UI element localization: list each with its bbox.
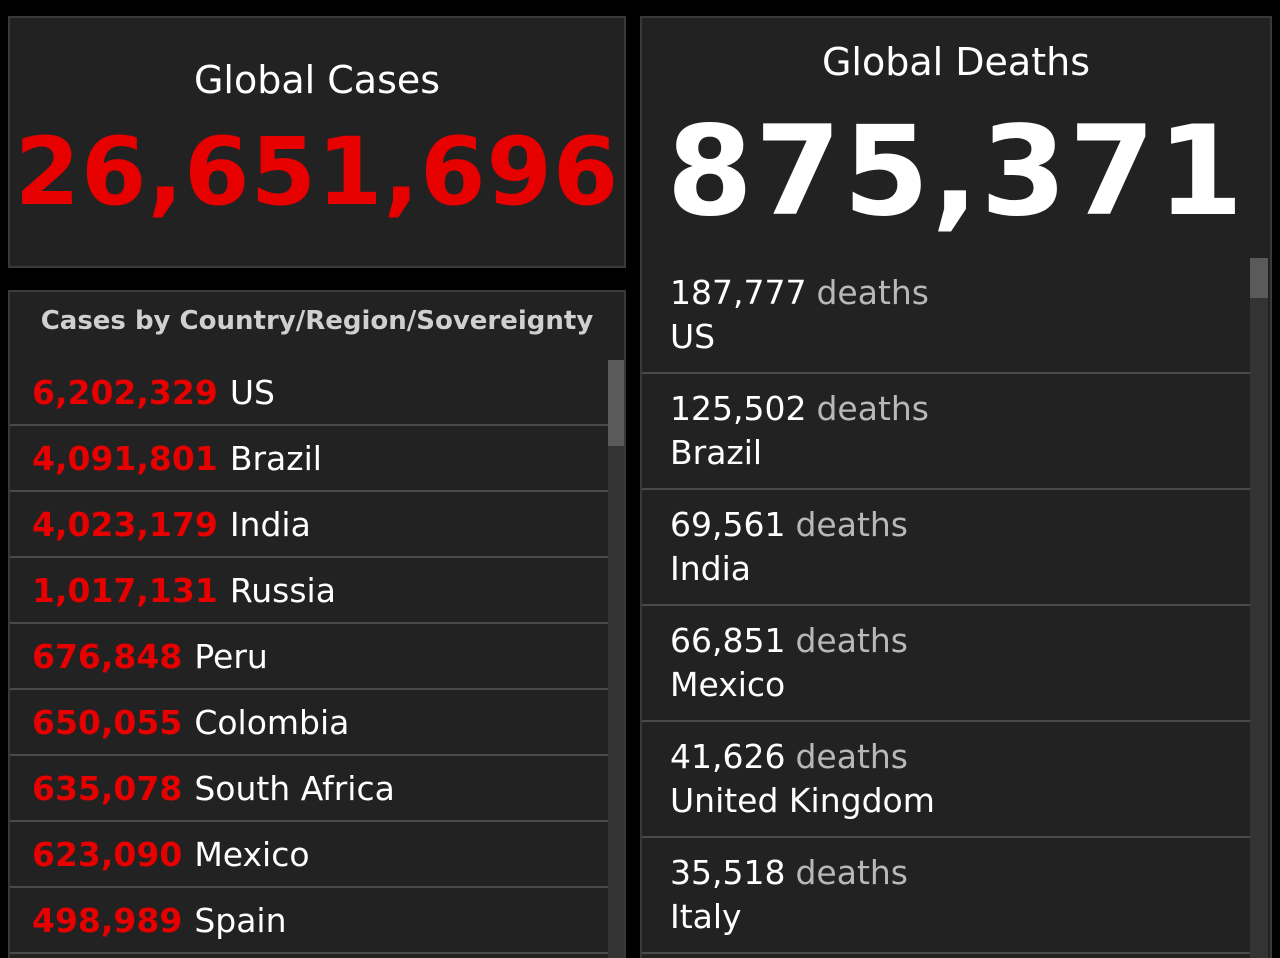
cases-scrollbar-thumb[interactable] [608, 360, 624, 446]
case-count: 6,202,329 [32, 372, 218, 412]
list-item[interactable]: 4,023,179 India [10, 492, 608, 558]
deaths-list[interactable]: 187,777 deaths US 125,502 deaths Brazil 69… [642, 258, 1250, 954]
list-item[interactable]: 69,561 deaths India [642, 490, 1250, 606]
death-count: 125,502 [670, 389, 807, 428]
global-cases-value: 26,651,696 [14, 118, 620, 227]
country-name: Spain [194, 900, 287, 940]
country-name: Brazil [229, 438, 322, 478]
global-cases-panel: Global Cases 26,651,696 [8, 16, 626, 268]
list-item[interactable]: 498,989 Spain [10, 888, 608, 954]
deaths-unit-label: deaths [795, 505, 908, 544]
deaths-unit-label: deaths [816, 389, 929, 428]
case-count: 635,078 [32, 768, 183, 808]
country-name: Peru [194, 636, 268, 676]
case-count: 676,848 [32, 636, 183, 676]
cases-scrollbar-track[interactable] [608, 360, 624, 958]
country-name: US [670, 317, 716, 356]
country-name: Colombia [194, 702, 350, 742]
country-name: Brazil [670, 433, 763, 472]
country-name: Russia [229, 570, 336, 610]
global-deaths-title: Global Deaths [821, 40, 1090, 84]
country-name: Italy [670, 897, 742, 936]
list-item[interactable]: 35,518 deaths Italy [642, 838, 1250, 954]
list-item[interactable]: 125,502 deaths Brazil [642, 374, 1250, 490]
death-count: 66,851 [670, 621, 786, 660]
global-deaths-value: 875,371 [666, 100, 1246, 244]
death-count-line: 187,777 deaths [670, 271, 1250, 315]
deaths-unit-label: deaths [795, 737, 908, 776]
cases-by-country-panel: Cases by Country/Region/Sovereignty 6,20… [8, 290, 626, 958]
list-item[interactable]: 187,777 deaths US [642, 258, 1250, 374]
death-count-line: 35,518 deaths [670, 851, 1250, 895]
list-item[interactable]: 635,078 South Africa [10, 756, 608, 822]
list-item[interactable]: 1,017,131 Russia [10, 558, 608, 624]
cases-list[interactable]: 6,202,329 US 4,091,801 Brazil 4,023,179 … [10, 360, 608, 954]
death-count: 35,518 [670, 853, 786, 892]
country-name: United Kingdom [670, 781, 935, 820]
case-count: 623,090 [32, 834, 183, 874]
death-count-line: 66,851 deaths [670, 619, 1250, 663]
country-name: South Africa [194, 768, 395, 808]
case-count: 4,091,801 [32, 438, 218, 478]
death-count: 187,777 [670, 273, 807, 312]
country-name: US [229, 372, 275, 412]
deaths-unit-label: deaths [795, 621, 908, 660]
country-name: Mexico [194, 834, 310, 874]
country-name: India [229, 504, 311, 544]
death-count-line: 125,502 deaths [670, 387, 1250, 431]
country-name: India [670, 549, 751, 588]
list-item[interactable]: 650,055 Colombia [10, 690, 608, 756]
global-cases-title: Global Cases [193, 58, 441, 102]
case-count: 498,989 [32, 900, 183, 940]
case-count: 4,023,179 [32, 504, 218, 544]
list-item[interactable]: 41,626 deaths United Kingdom [642, 722, 1250, 838]
deaths-scrollbar-thumb[interactable] [1250, 258, 1268, 298]
country-name: Mexico [670, 665, 786, 704]
case-count: 1,017,131 [32, 570, 218, 610]
list-item[interactable]: 623,090 Mexico [10, 822, 608, 888]
list-item[interactable]: 6,202,329 US [10, 360, 608, 426]
global-deaths-panel: Global Deaths 875,371 187,777 deaths US 1… [640, 16, 1272, 958]
deaths-unit-label: deaths [795, 853, 908, 892]
death-count: 69,561 [670, 505, 786, 544]
death-count-line: 69,561 deaths [670, 503, 1250, 547]
list-item[interactable]: 4,091,801 Brazil [10, 426, 608, 492]
list-item[interactable]: 66,851 deaths Mexico [642, 606, 1250, 722]
cases-list-title: Cases by Country/Region/Sovereignty [40, 306, 594, 336]
deaths-scrollbar-track[interactable] [1250, 258, 1268, 958]
deaths-unit-label: deaths [816, 273, 929, 312]
list-item[interactable]: 676,848 Peru [10, 624, 608, 690]
death-count-line: 41,626 deaths [670, 735, 1250, 779]
death-count: 41,626 [670, 737, 786, 776]
case-count: 650,055 [32, 702, 183, 742]
